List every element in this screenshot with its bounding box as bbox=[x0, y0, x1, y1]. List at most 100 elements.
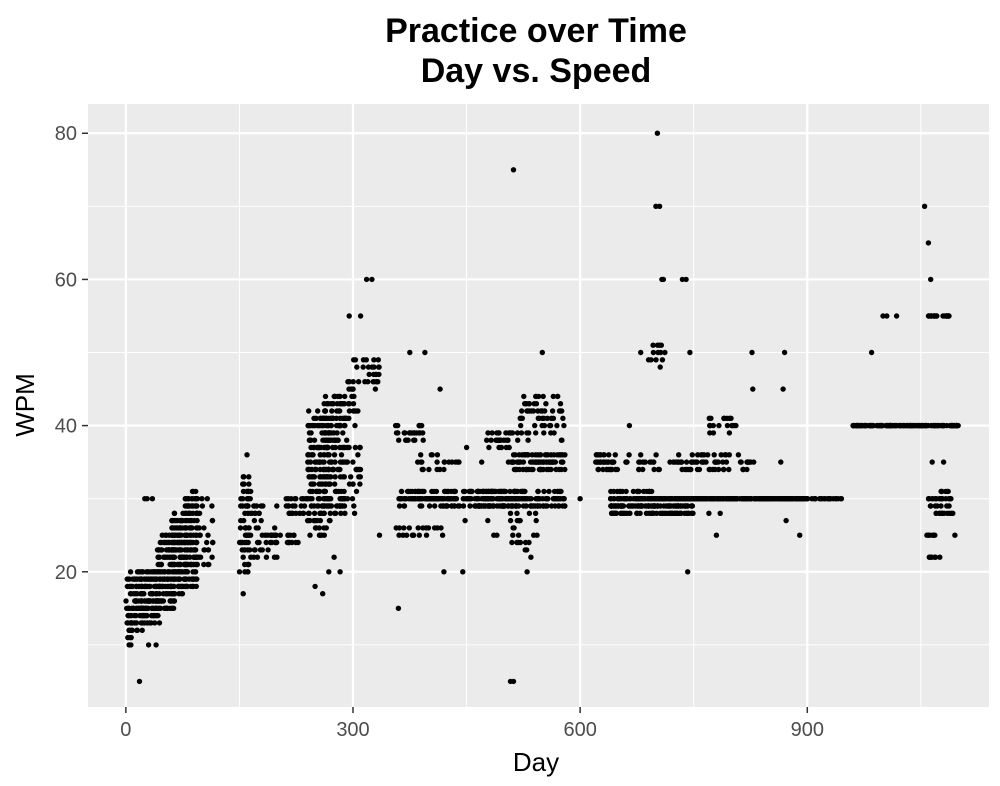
data-point bbox=[524, 569, 530, 575]
data-point bbox=[183, 561, 190, 568]
data-point bbox=[785, 496, 791, 502]
data-point bbox=[258, 517, 264, 524]
data-point bbox=[254, 554, 261, 560]
data-point bbox=[178, 532, 184, 538]
data-point bbox=[352, 422, 358, 429]
data-point bbox=[192, 554, 198, 560]
y-tick-label: 20 bbox=[55, 562, 77, 584]
data-point bbox=[329, 466, 336, 473]
data-point bbox=[193, 576, 199, 582]
data-point bbox=[654, 130, 661, 136]
data-point bbox=[497, 496, 503, 502]
data-point bbox=[546, 488, 552, 495]
data-point bbox=[559, 408, 565, 414]
data-point bbox=[327, 510, 333, 516]
data-point bbox=[289, 510, 296, 516]
data-point bbox=[558, 437, 565, 443]
data-point bbox=[720, 459, 726, 465]
data-point bbox=[717, 510, 723, 516]
data-point bbox=[931, 532, 937, 538]
data-point bbox=[402, 430, 408, 436]
data-point bbox=[927, 554, 933, 560]
data-point bbox=[439, 532, 446, 538]
data-point bbox=[698, 496, 704, 502]
data-point bbox=[173, 547, 179, 553]
data-point bbox=[651, 466, 657, 473]
data-point bbox=[422, 349, 428, 356]
data-point bbox=[444, 496, 450, 502]
data-point bbox=[712, 466, 718, 473]
data-point bbox=[396, 532, 402, 538]
data-point bbox=[371, 364, 377, 370]
data-point bbox=[419, 422, 425, 429]
data-point bbox=[328, 459, 334, 465]
x-tick-label: 900 bbox=[791, 719, 824, 741]
data-point bbox=[150, 605, 156, 611]
data-point bbox=[145, 642, 152, 648]
data-point bbox=[510, 452, 517, 458]
data-point bbox=[512, 488, 518, 495]
data-point bbox=[162, 605, 169, 611]
data-point bbox=[153, 642, 159, 648]
data-point bbox=[324, 401, 330, 407]
data-point bbox=[210, 539, 216, 546]
data-point bbox=[205, 547, 211, 553]
data-point bbox=[900, 422, 907, 429]
data-point bbox=[558, 466, 564, 473]
data-point bbox=[543, 401, 549, 407]
data-point bbox=[776, 496, 783, 502]
data-point bbox=[328, 415, 334, 421]
data-point bbox=[343, 459, 350, 465]
data-point bbox=[160, 591, 167, 597]
data-point bbox=[550, 393, 556, 400]
data-point bbox=[309, 481, 316, 487]
data-point bbox=[555, 393, 561, 400]
data-point bbox=[523, 466, 529, 473]
data-point bbox=[156, 620, 163, 626]
data-point bbox=[929, 459, 935, 465]
data-point bbox=[519, 488, 526, 495]
data-point bbox=[298, 503, 304, 509]
data-point bbox=[342, 393, 348, 400]
data-point bbox=[460, 569, 466, 575]
data-point bbox=[309, 466, 315, 473]
data-point bbox=[357, 444, 363, 451]
data-point bbox=[156, 554, 162, 560]
data-point bbox=[182, 517, 189, 524]
data-point bbox=[503, 437, 509, 443]
data-point bbox=[321, 532, 327, 538]
data-point bbox=[778, 459, 784, 465]
data-point bbox=[535, 408, 541, 414]
data-point bbox=[673, 496, 679, 502]
data-point bbox=[321, 444, 327, 451]
data-point bbox=[337, 496, 343, 502]
data-point bbox=[328, 401, 334, 407]
data-point bbox=[526, 539, 532, 546]
data-point bbox=[138, 576, 145, 582]
data-point bbox=[256, 539, 262, 546]
data-point bbox=[463, 444, 470, 451]
data-point bbox=[712, 459, 718, 465]
data-point bbox=[331, 554, 337, 560]
data-point bbox=[244, 452, 250, 458]
data-point bbox=[618, 496, 624, 502]
data-point bbox=[861, 422, 868, 429]
data-point bbox=[687, 496, 693, 502]
data-point bbox=[242, 547, 248, 553]
data-point bbox=[398, 488, 405, 495]
data-point bbox=[307, 532, 313, 538]
data-point bbox=[728, 496, 734, 502]
data-point bbox=[643, 510, 650, 516]
data-point bbox=[184, 554, 190, 560]
data-point bbox=[188, 517, 195, 524]
data-point bbox=[936, 510, 943, 516]
data-point bbox=[541, 422, 548, 429]
data-point bbox=[236, 569, 243, 575]
data-point bbox=[750, 386, 756, 392]
data-point bbox=[781, 349, 788, 356]
data-point bbox=[346, 408, 353, 414]
data-point bbox=[484, 496, 491, 502]
data-point bbox=[535, 488, 541, 495]
data-point bbox=[428, 496, 434, 502]
